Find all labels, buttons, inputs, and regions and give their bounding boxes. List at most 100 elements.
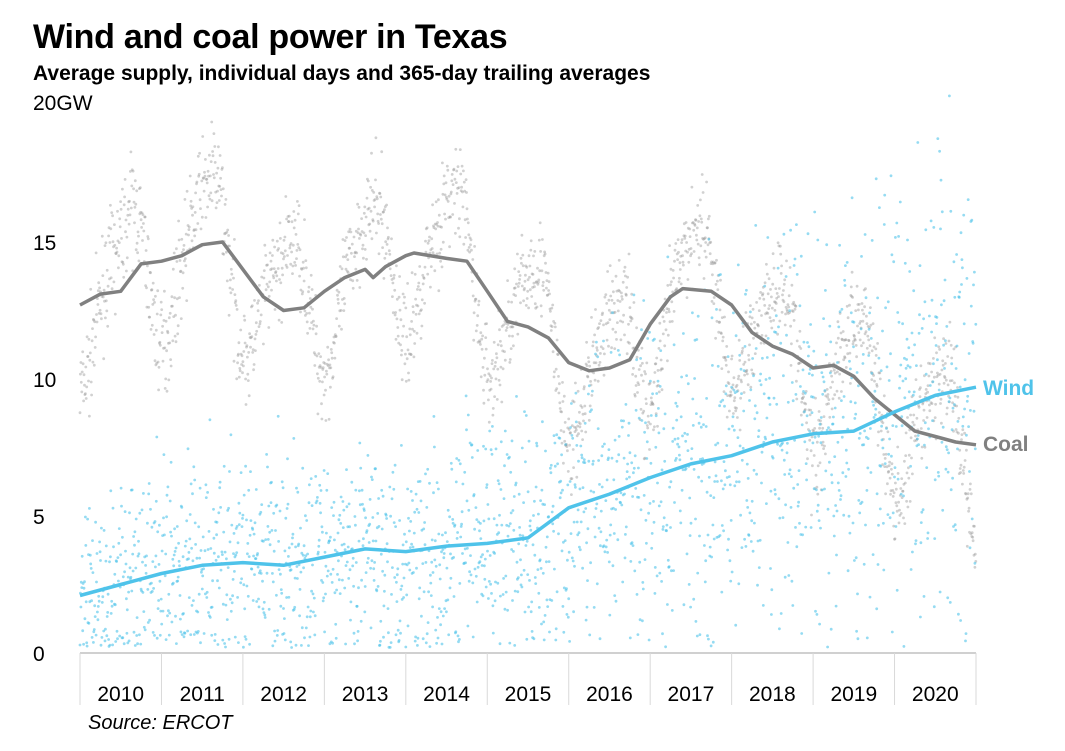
wind-daily-point (824, 353, 828, 357)
coal-daily-point (137, 259, 141, 263)
coal-daily-point (730, 354, 734, 358)
wind-daily-point (211, 579, 215, 583)
wind-daily-point (623, 492, 626, 496)
coal-daily-point (100, 317, 103, 321)
wind-daily-point (914, 542, 917, 546)
wind-daily-point (336, 531, 340, 535)
coal-daily-point (723, 356, 727, 360)
x-tick-label: 2014 (423, 683, 470, 706)
wind-daily-point (429, 573, 432, 577)
wind-daily-point (804, 525, 808, 529)
wind-daily-point (360, 488, 364, 492)
wind-daily-point (768, 376, 771, 380)
coal-daily-point (763, 304, 767, 307)
wind-daily-point (724, 392, 728, 396)
coal-daily-point (783, 323, 787, 327)
wind-daily-point (153, 520, 157, 523)
wind-daily-point (307, 644, 310, 647)
wind-daily-point (413, 639, 417, 643)
coal-daily-point (411, 305, 415, 308)
wind-daily-point (142, 492, 145, 495)
coal-daily-point (682, 263, 685, 267)
wind-daily-point (232, 552, 235, 555)
coal-daily-point (489, 380, 492, 383)
coal-daily-point (134, 202, 138, 206)
coal-daily-point (253, 299, 256, 302)
wind-daily-point (602, 544, 606, 548)
coal-daily-point (484, 347, 488, 351)
wind-daily-point (973, 447, 977, 451)
wind-daily-point (458, 582, 462, 585)
wind-daily-point (676, 437, 680, 440)
coal-daily-point (128, 199, 131, 203)
wind-daily-point (140, 508, 144, 512)
coal-daily-point (836, 370, 839, 374)
coal-daily-point (673, 248, 677, 252)
x-tick-label: 2012 (260, 683, 307, 706)
wind-daily-point (804, 462, 808, 465)
coal-daily-point (492, 340, 496, 344)
coal-daily-point (302, 279, 306, 283)
y-tick-label: 5 (33, 506, 45, 529)
coal-daily-point (119, 200, 122, 204)
wind-daily-point (82, 642, 85, 646)
coal-daily-point (362, 231, 366, 235)
wind-daily-point (352, 631, 356, 635)
wind-daily-point (561, 605, 565, 608)
coal-daily-point (223, 232, 227, 236)
wind-daily-point (481, 594, 485, 598)
coal-daily-point (542, 288, 546, 292)
coal-daily-point (513, 267, 517, 271)
wind-daily-point (937, 474, 941, 478)
wind-daily-point (729, 519, 733, 522)
coal-daily-point (190, 207, 194, 210)
wind-daily-point (299, 570, 303, 574)
wind-daily-point (761, 356, 764, 360)
coal-daily-point (230, 272, 234, 276)
wind-daily-point (408, 529, 411, 533)
coal-daily-point (172, 315, 176, 318)
wind-daily-point (210, 605, 214, 609)
coal-daily-point (331, 376, 334, 380)
wind-daily-point (481, 553, 484, 556)
coal-daily-point (345, 253, 349, 257)
wind-daily-point (174, 614, 177, 618)
coal-daily-point (258, 322, 262, 326)
wind-daily-point (176, 575, 180, 579)
coal-daily-point (101, 274, 105, 277)
wind-daily-point (797, 500, 800, 504)
wind-daily-point (805, 478, 808, 482)
wind-daily-point (317, 538, 321, 542)
wind-daily-point (714, 443, 717, 447)
coal-daily-point (509, 325, 513, 329)
wind-daily-point (871, 553, 875, 556)
wind-daily-point (93, 604, 97, 608)
coal-daily-point (98, 308, 102, 312)
coal-daily-point (675, 252, 679, 256)
coal-daily-point (874, 347, 878, 351)
coal-daily-point (566, 426, 570, 430)
wind-daily-point (370, 559, 374, 563)
coal-daily-point (774, 302, 778, 305)
wind-daily-point (612, 478, 616, 482)
wind-daily-point (121, 535, 124, 539)
coal-daily-point (970, 531, 974, 535)
coal-daily-point (479, 331, 483, 335)
wind-daily-point (442, 556, 446, 560)
wind-daily-point (192, 599, 195, 602)
coal-daily-point (693, 224, 697, 227)
wind-daily-point (80, 586, 84, 589)
wind-daily-point (583, 421, 587, 425)
wind-daily-point (829, 340, 833, 344)
coal-daily-point (671, 269, 675, 272)
coal-daily-point (877, 430, 880, 434)
coal-daily-point (873, 361, 877, 365)
wind-daily-point (512, 550, 515, 553)
wind-daily-point (372, 579, 376, 582)
wind-daily-point (919, 615, 922, 619)
wind-daily-point (715, 308, 718, 311)
wind-daily-point (99, 559, 102, 562)
wind-daily-point (711, 640, 715, 644)
coal-daily-point (394, 311, 397, 314)
coal-daily-point (298, 274, 301, 278)
